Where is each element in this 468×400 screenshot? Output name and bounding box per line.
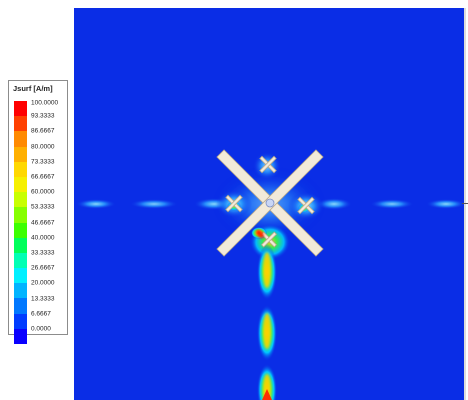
legend-tick-label: 60.0000 (31, 188, 55, 196)
legend-tick-label: 73.3333 (31, 158, 55, 166)
small-cross-right (297, 196, 315, 215)
edge-tick-mark (462, 203, 468, 204)
legend-swatch (14, 252, 27, 269)
legend-tick-label: 93.3333 (31, 112, 55, 120)
legend-color-bar (14, 101, 27, 344)
legend-tick-label: 46.6667 (31, 219, 55, 227)
legend-swatch (14, 237, 27, 253)
legend-swatch (14, 101, 27, 117)
viewport-edge (464, 8, 466, 400)
legend-tick-label: 66.6667 (31, 173, 55, 181)
color-legend: Jsurf [A/m] 100.0000 93.3333 86.6667 80.000… (8, 80, 68, 344)
center-node (265, 198, 275, 208)
field-plot[interactable] (74, 8, 464, 400)
legend-swatch (14, 298, 27, 314)
legend-swatch (14, 313, 27, 329)
legend-tick-label: 6.6667 (31, 310, 51, 318)
legend-tick-label: 33.3333 (31, 249, 55, 257)
legend-swatch (14, 192, 27, 208)
antenna-structure (216, 149, 324, 257)
small-cross-left (225, 194, 243, 213)
arm-hotspot (256, 229, 264, 239)
legend-tick-label: 13.3333 (31, 295, 55, 303)
legend-tick-label: 26.6667 (31, 264, 55, 272)
small-cross-top (259, 155, 277, 174)
legend-tick-label: 53.3333 (31, 203, 55, 211)
legend-swatch (14, 207, 27, 223)
legend-tick-label: 86.6667 (31, 127, 55, 135)
legend-swatch (14, 116, 27, 132)
legend-swatch (14, 283, 27, 299)
legend-tick-label: 0.0000 (31, 325, 51, 333)
legend-swatch (14, 268, 27, 284)
vertical-feed-hotspots (257, 244, 277, 400)
legend-swatch (14, 161, 27, 177)
current-density-map (76, 149, 464, 400)
legend-swatch (14, 146, 27, 162)
legend-swatch (14, 222, 27, 238)
legend-swatch (14, 328, 27, 344)
legend-tick-label: 80.0000 (31, 143, 55, 151)
legend-swatch (14, 176, 27, 193)
legend-title: Jsurf [A/m] (13, 84, 53, 93)
legend-tick-label: 100.0000 (31, 99, 59, 107)
legend-tick-label: 20.0000 (31, 279, 55, 287)
legend-tick-label: 40.0000 (31, 234, 55, 242)
legend-swatch (14, 131, 27, 147)
